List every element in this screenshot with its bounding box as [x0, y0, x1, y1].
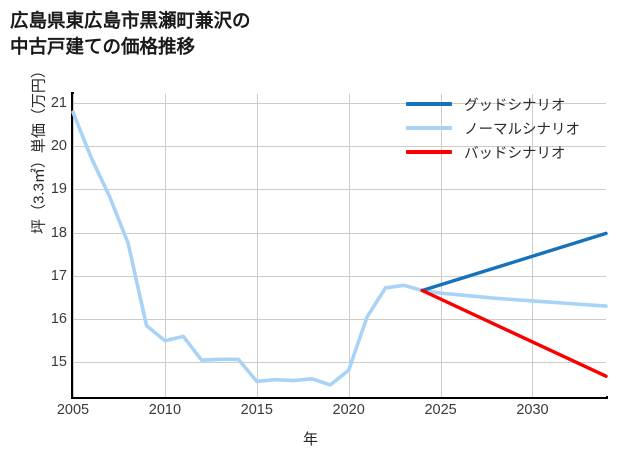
x-tick-label: 2005 — [56, 402, 90, 418]
gridline-x — [73, 94, 74, 397]
series-line-good — [420, 231, 608, 293]
legend-swatch-good — [406, 102, 452, 106]
chart-legend: グッドシナリオ ノーマルシナリオ バッドシナリオ — [406, 92, 606, 164]
y-tick-label: 17 — [50, 267, 67, 284]
y-axis-line — [71, 92, 74, 399]
x-tick-label: 2015 — [240, 402, 273, 418]
gridline-x — [256, 94, 258, 397]
y-tick-label: 21 — [50, 94, 67, 111]
x-axis-label: 年 — [302, 431, 318, 448]
gridline-y — [73, 102, 606, 104]
series-line-normal — [71, 110, 608, 387]
gridline-y — [73, 189, 606, 191]
legend-label-bad: バッドシナリオ — [464, 145, 566, 162]
gridline-y — [73, 319, 606, 321]
x-tick-label: 2010 — [148, 402, 182, 418]
gridline-x — [164, 94, 166, 397]
plot-background — [73, 94, 606, 397]
x-tick-label: 2025 — [424, 402, 457, 418]
x-tick-label: 2030 — [516, 402, 549, 418]
legend-label-normal: ノーマルシナリオ — [464, 121, 580, 138]
gridline-y — [73, 362, 606, 364]
legend-item-normal[interactable]: ノーマルシナリオ — [406, 116, 606, 140]
gridline-x — [348, 94, 350, 397]
series-line-bad — [420, 288, 608, 378]
legend-label-good: グッドシナリオ — [464, 97, 566, 114]
y-tick-label: 18 — [50, 224, 67, 241]
gridline-x — [440, 94, 442, 397]
legend-item-good[interactable]: グッドシナリオ — [406, 92, 606, 116]
y-tick-label: 15 — [50, 354, 67, 371]
legend-item-bad[interactable]: バッドシナリオ — [406, 140, 606, 164]
y-tick-label: 19 — [50, 181, 67, 198]
legend-swatch-bad — [406, 150, 452, 154]
gridline-x — [532, 94, 534, 397]
y-axis-ticks: 15 16 17 18 19 20 21 — [15, 94, 67, 397]
x-tick-label: 2020 — [332, 402, 365, 418]
x-axis-line — [71, 396, 608, 399]
x-axis-ticks: 2005 2010 2015 2020 2025 2030 — [57, 402, 606, 424]
legend-swatch-normal — [406, 126, 452, 130]
page-title: 広島県東広島市黒瀬町兼沢の 中古戸建ての価格推移 — [10, 10, 251, 57]
y-tick-label: 16 — [50, 311, 67, 328]
plot-area — [71, 94, 608, 397]
gridline-y — [73, 232, 606, 234]
series-layer — [71, 110, 608, 387]
gridline-y — [73, 145, 606, 147]
gridline-y — [73, 275, 606, 277]
y-tick-label: 20 — [50, 137, 67, 154]
y-axis-label: 坪（3.3㎡）単価（万円） — [30, 63, 48, 234]
